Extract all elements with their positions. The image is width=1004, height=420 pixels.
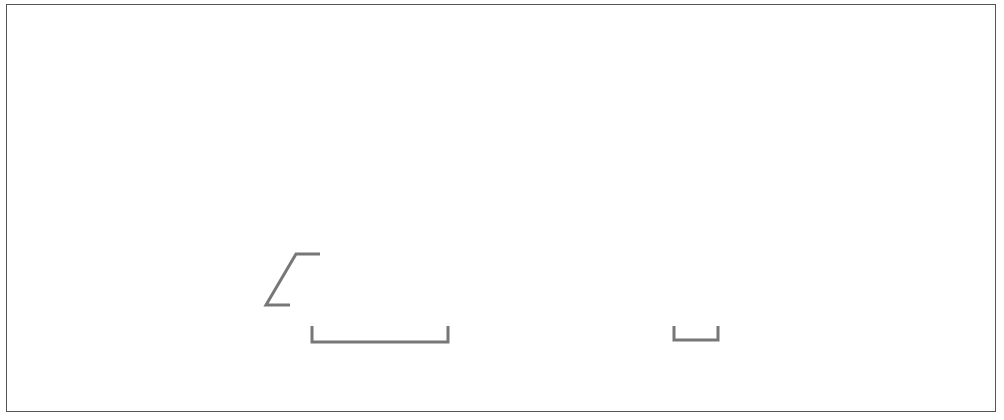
padding-bracket bbox=[672, 326, 720, 342]
figure-frame bbox=[6, 4, 996, 412]
fw-bracket bbox=[310, 326, 450, 344]
fh-bracket bbox=[263, 252, 320, 307]
